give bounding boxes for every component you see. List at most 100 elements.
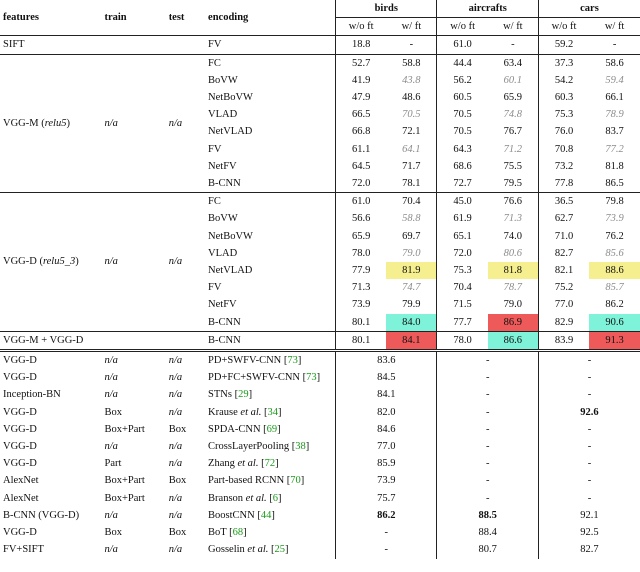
sift-value: 18.8	[336, 36, 387, 54]
citation-link[interactable]: 38	[295, 441, 306, 452]
vggd-value: 70.4	[437, 279, 488, 296]
other-method-row: VGG-D Box Box BoT [68] -88.4 92.5	[0, 524, 640, 541]
citation-link[interactable]: 44	[261, 510, 272, 521]
vggm-value: 54.2	[538, 72, 589, 89]
vggd-value: 86.9	[488, 314, 539, 332]
other-features: AlexNet	[0, 472, 101, 489]
other-test: n/a	[166, 541, 205, 558]
vggd-value: 77.0	[538, 296, 589, 313]
vggm-encoding: NetFV	[205, 158, 335, 175]
other-method: PD+FC+SWFV-CNN [73]	[205, 369, 335, 386]
vggm-value: 81.8	[589, 158, 640, 175]
vggm-value: 66.8	[336, 123, 387, 140]
vggm-test: n/a	[166, 54, 205, 193]
vggd-value: 65.9	[336, 228, 387, 245]
vggd-value: 45.0	[437, 193, 488, 211]
other-train: n/a	[101, 351, 165, 370]
citation-link[interactable]: 34	[268, 407, 279, 418]
other-aircrafts: -	[437, 490, 538, 507]
citation-link[interactable]: 70	[290, 475, 301, 486]
other-features: VGG-D	[0, 369, 101, 386]
other-train: Part	[101, 455, 165, 472]
other-cars: -	[538, 438, 640, 455]
vggm-value: 75.5	[488, 158, 539, 175]
vggm-value: 72.7	[437, 175, 488, 193]
vggm-value: 56.2	[437, 72, 488, 89]
other-aircrafts: -	[437, 421, 538, 438]
vggm-encoding: NetBoVW	[205, 89, 335, 106]
other-features: VGG-D	[0, 351, 101, 370]
vggm-value: 86.5	[589, 175, 640, 193]
other-method-row: FV+SIFT n/a n/a Gosselin et al. [25] -80.7 82…	[0, 541, 640, 558]
vggm-value: 58.6	[589, 54, 640, 72]
vggd-value: 77.9	[336, 262, 387, 279]
vggm-value: 76.7	[488, 123, 539, 140]
vggm-value: 41.9	[336, 72, 387, 89]
other-method: BoT [68]	[205, 524, 335, 541]
citation-link[interactable]: 69	[267, 424, 278, 435]
vggm-value: 76.0	[538, 123, 589, 140]
cars-header: cars	[538, 0, 640, 18]
vggd-row: VGG-D (relu5_3) n/a n/a FC 61.0 70.4 45.0 76.6 3…	[0, 193, 640, 211]
other-test: Box	[166, 472, 205, 489]
vggd-value: 77.7	[437, 314, 488, 332]
vggm-value: 44.4	[437, 54, 488, 72]
vggm-value: 73.2	[538, 158, 589, 175]
vggd-encoding: FV	[205, 279, 335, 296]
other-birds: 75.7	[336, 490, 437, 507]
vggm-value: 64.3	[437, 141, 488, 158]
other-train: Box	[101, 524, 165, 541]
citation-link[interactable]: 72	[265, 458, 276, 469]
birds-header: birds	[336, 0, 437, 18]
vggd-value: 81.9	[386, 262, 437, 279]
vggd-value: 61.0	[336, 193, 387, 211]
vggd-value: 82.1	[538, 262, 589, 279]
other-method-row: AlexNet Box+Part Box Part-based RCNN [70] 73…	[0, 472, 640, 489]
other-method-row: VGG-D n/a n/a PD+FC+SWFV-CNN [73] 84.5- -	[0, 369, 640, 386]
combo-value: 84.1	[386, 331, 437, 350]
sift-value: 59.2	[538, 36, 589, 54]
other-method: Krause et al. [34]	[205, 404, 335, 421]
sift-encoding: FV	[205, 36, 335, 54]
other-birds: -	[336, 541, 437, 558]
vggm-value: 58.8	[386, 54, 437, 72]
vggd-value: 71.5	[437, 296, 488, 313]
sift-row: SIFT FV 18.8 - 61.0 - 59.2 -	[0, 36, 640, 54]
vggm-value: 66.5	[336, 106, 387, 123]
other-test: n/a	[166, 490, 205, 507]
other-method-row: B-CNN (VGG-D) n/a n/a BoostCNN [44] 86.2 88.5…	[0, 507, 640, 524]
vggd-encoding: NetVLAD	[205, 262, 335, 279]
vggd-value: 74.0	[488, 228, 539, 245]
citation-link[interactable]: 29	[238, 389, 249, 400]
other-train: Box	[101, 404, 165, 421]
citation-link[interactable]: 6	[273, 493, 278, 504]
combo-encoding: B-CNN	[205, 331, 335, 350]
other-method: PD+SWFV-CNN [73]	[205, 351, 335, 370]
vggm-value: 52.7	[336, 54, 387, 72]
other-method: Part-based RCNN [70]	[205, 472, 335, 489]
other-test: n/a	[166, 507, 205, 524]
other-test: Box	[166, 421, 205, 438]
vggd-value: 84.0	[386, 314, 437, 332]
vggm-block: VGG-M (relu5) n/a n/a FC 52.7 58.8 44.4 63.4 37.…	[0, 54, 640, 193]
cars-wo-ft-header: w/o ft	[538, 18, 589, 36]
sift-features: SIFT	[0, 36, 101, 54]
sift-value: -	[589, 36, 640, 54]
vggd-encoding: FC	[205, 193, 335, 211]
citation-link[interactable]: 68	[233, 527, 244, 538]
vggm-value: 59.4	[589, 72, 640, 89]
vggd-value: 79.8	[589, 193, 640, 211]
other-aircrafts: -	[437, 472, 538, 489]
combo-value: 91.3	[589, 331, 640, 350]
vggm-value: 64.1	[386, 141, 437, 158]
aircrafts-w-ft-header: w/ ft	[488, 18, 539, 36]
citation-link[interactable]: 73	[287, 355, 298, 366]
citation-link[interactable]: 73	[306, 372, 317, 383]
vggd-value: 71.3	[336, 279, 387, 296]
other-birds: 84.5	[336, 369, 437, 386]
combo-row: VGG-M + VGG-D B-CNN 80.1 84.1 78.0 86.6 …	[0, 331, 640, 350]
encoding-header: encoding	[205, 0, 335, 36]
vggm-value: 60.5	[437, 89, 488, 106]
vggm-value: 70.8	[538, 141, 589, 158]
citation-link[interactable]: 25	[275, 544, 286, 555]
